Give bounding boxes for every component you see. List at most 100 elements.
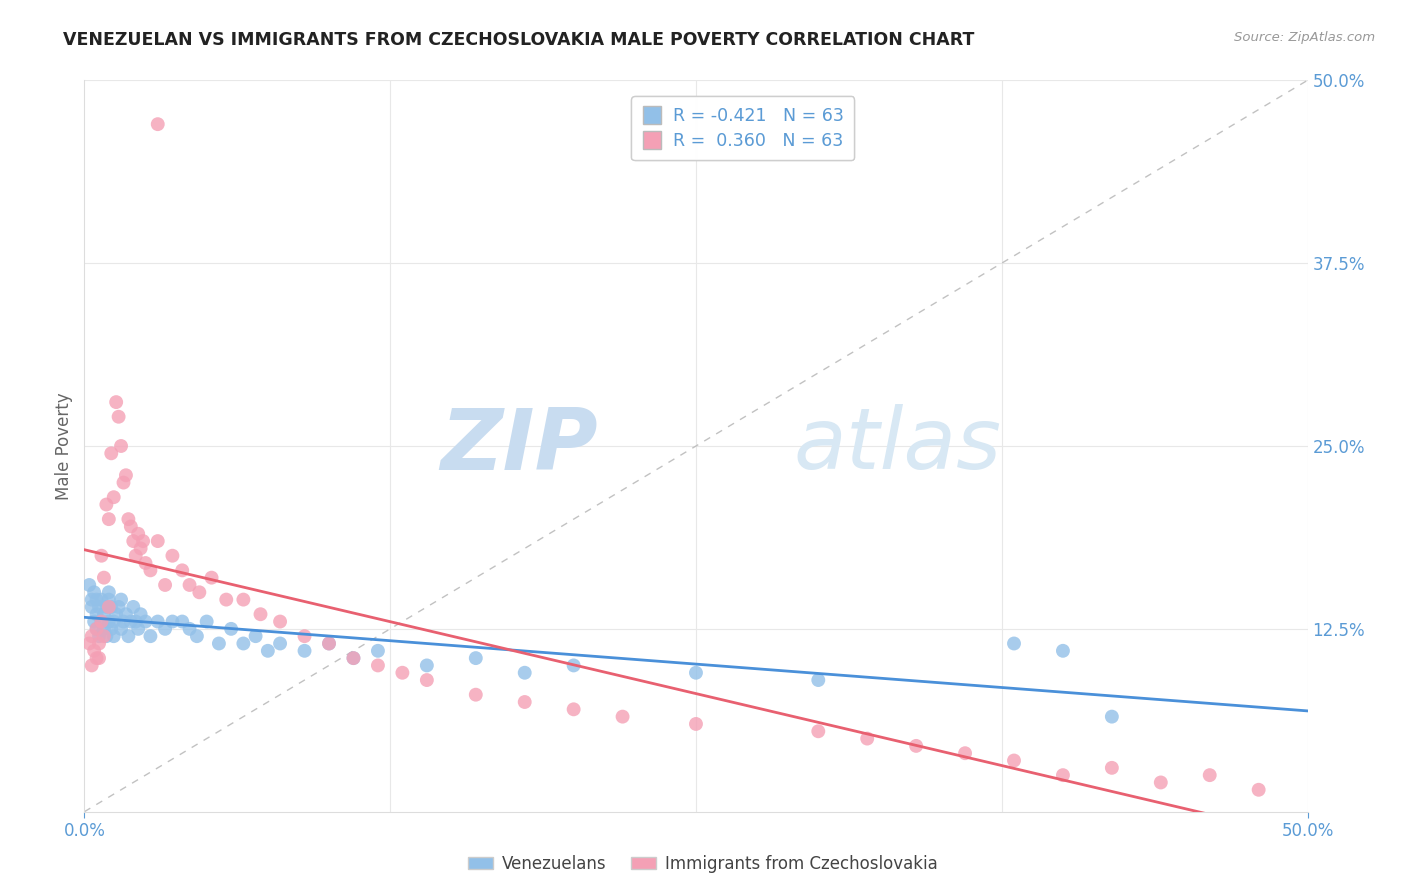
Point — [90, 615, 112, 629]
Point — [135, 556, 157, 570]
Point — [188, 585, 211, 599]
Point — [342, 651, 364, 665]
Point — [172, 563, 194, 577]
Point — [464, 651, 486, 665]
Point — [135, 615, 157, 629]
Point — [86, 622, 108, 636]
Point — [269, 615, 291, 629]
Point — [1052, 644, 1074, 658]
Point — [110, 439, 132, 453]
Point — [107, 409, 129, 424]
Point — [129, 607, 152, 622]
Point — [97, 599, 120, 614]
Point — [90, 549, 112, 563]
Point — [117, 512, 139, 526]
Point — [249, 607, 271, 622]
Point — [96, 629, 118, 643]
Point — [87, 629, 110, 643]
Point — [105, 395, 128, 409]
Point — [127, 526, 149, 541]
Point — [318, 636, 340, 650]
Point — [139, 563, 162, 577]
Point — [80, 658, 103, 673]
Text: VENEZUELAN VS IMMIGRANTS FROM CZECHOSLOVAKIA MALE POVERTY CORRELATION CHART: VENEZUELAN VS IMMIGRANTS FROM CZECHOSLOV… — [63, 31, 974, 49]
Point — [96, 498, 118, 512]
Point — [87, 651, 110, 665]
Point — [80, 599, 103, 614]
Point — [464, 688, 486, 702]
Point — [103, 629, 125, 643]
Point — [195, 615, 218, 629]
Point — [93, 629, 115, 643]
Point — [90, 615, 112, 629]
Point — [513, 695, 536, 709]
Point — [179, 622, 201, 636]
Point — [342, 651, 364, 665]
Point — [96, 599, 118, 614]
Point — [110, 622, 132, 636]
Point — [208, 636, 231, 650]
Point — [1052, 768, 1074, 782]
Point — [294, 629, 316, 643]
Point — [391, 665, 413, 680]
Point — [103, 490, 125, 504]
Point — [127, 622, 149, 636]
Point — [103, 615, 125, 629]
Point — [97, 585, 120, 599]
Point — [125, 549, 148, 563]
Point — [107, 599, 129, 614]
Point — [105, 607, 128, 622]
Point — [146, 117, 169, 131]
Point — [86, 607, 108, 622]
Point — [1101, 761, 1123, 775]
Point — [100, 622, 122, 636]
Point — [115, 468, 138, 483]
Point — [685, 717, 707, 731]
Point — [97, 615, 120, 629]
Point — [90, 592, 112, 607]
Point — [172, 615, 194, 629]
Point — [162, 549, 184, 563]
Point — [318, 636, 340, 650]
Point — [1198, 768, 1220, 782]
Point — [100, 599, 122, 614]
Point — [115, 607, 138, 622]
Point — [125, 615, 148, 629]
Point — [269, 636, 291, 650]
Point — [112, 475, 135, 490]
Text: Source: ZipAtlas.com: Source: ZipAtlas.com — [1234, 31, 1375, 45]
Point — [953, 746, 976, 760]
Point — [1150, 775, 1173, 789]
Point — [1247, 782, 1270, 797]
Point — [122, 534, 145, 549]
Point — [117, 629, 139, 643]
Point — [245, 629, 267, 643]
Point — [856, 731, 879, 746]
Point — [1101, 709, 1123, 723]
Point — [139, 629, 162, 643]
Point — [146, 615, 169, 629]
Point — [215, 592, 238, 607]
Point — [179, 578, 201, 592]
Point — [120, 519, 142, 533]
Point — [153, 578, 176, 592]
Point — [83, 644, 105, 658]
Point — [77, 636, 100, 650]
Point — [93, 571, 115, 585]
Point — [562, 658, 585, 673]
Point — [93, 622, 115, 636]
Point — [80, 629, 103, 643]
Text: ZIP: ZIP — [440, 404, 598, 488]
Point — [87, 636, 110, 650]
Point — [807, 724, 830, 739]
Point — [129, 541, 152, 556]
Point — [122, 599, 145, 614]
Point — [186, 629, 208, 643]
Point — [86, 592, 108, 607]
Point — [416, 658, 439, 673]
Point — [86, 651, 108, 665]
Point — [1002, 636, 1025, 650]
Point — [112, 615, 135, 629]
Point — [83, 615, 105, 629]
Point — [93, 607, 115, 622]
